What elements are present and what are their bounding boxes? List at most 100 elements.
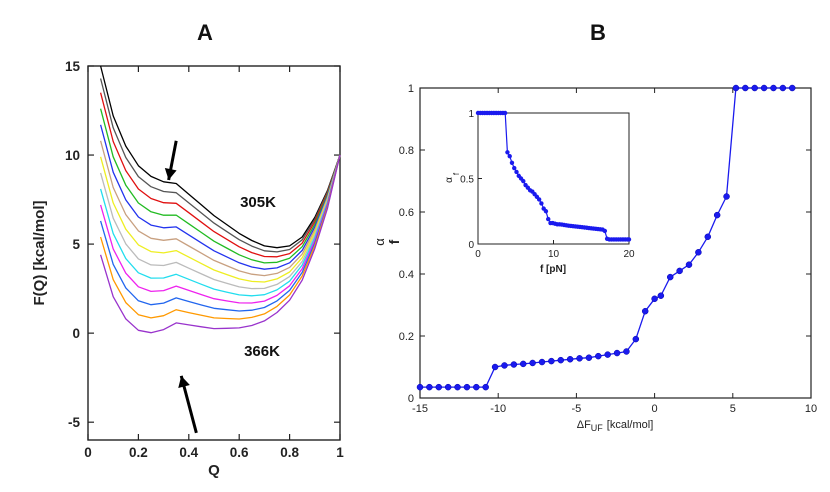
- panel-a-plot-frame: [87, 65, 341, 441]
- panel-a-y-tick-label: 5: [72, 237, 80, 252]
- panel-b-data-point: [566, 356, 574, 363]
- panel-b-data-point: [529, 359, 536, 367]
- panel-a-series-line: [99, 154, 341, 320]
- panel-a: A 0 0.2 0.4 0.6 0.8 1 -5 0 5 10 15 305K 366K Q F(Q)…: [31, 20, 344, 479]
- panel-a-curves: [99, 65, 341, 334]
- inset-data-point: [602, 228, 608, 234]
- panel-a-y-tick-label: 15: [65, 59, 81, 74]
- panel-a-x-axis-label: Q: [208, 462, 220, 479]
- panel-b-data-point: [685, 261, 693, 268]
- panel-b-data-point: [779, 84, 787, 92]
- panel-a-series-line: [99, 154, 341, 290]
- panel-a-series-line: [99, 78, 341, 253]
- inset-data-point: [539, 201, 544, 206]
- panel-b-data-point: [760, 84, 768, 92]
- panel-b-data-point: [576, 355, 583, 362]
- panel-b-data-point: [416, 383, 424, 391]
- panel-b-x-tick-label: -10: [490, 403, 506, 415]
- panel-b-data-point: [695, 249, 702, 256]
- panel-a-series-line: [99, 124, 341, 270]
- panel-a-x-tick-label: 1: [336, 445, 344, 460]
- inset-data-point: [543, 209, 549, 214]
- panel-a-arrow-head: [178, 375, 190, 389]
- panel-b-y-tick-label: 0.2: [399, 331, 414, 343]
- panel-b-x-tick-label: -5: [572, 403, 582, 415]
- panel-b-data-point: [676, 267, 683, 275]
- inset-data-point: [546, 216, 551, 222]
- panel-b-data-point: [632, 335, 640, 343]
- panel-a-series-line: [99, 65, 341, 249]
- panel-a-series-line: [99, 108, 341, 264]
- panel-b-ticks: -15 -10 -5 0 5 10 0 0.2 0.4 0.6 0.8 1: [399, 83, 817, 415]
- panel-b-x-tick-label: 5: [730, 403, 736, 415]
- panel-b-data-point: [666, 273, 674, 281]
- panel-a-series-line: [99, 154, 341, 297]
- inset-data-point: [509, 160, 515, 165]
- panel-b-data-point: [435, 383, 443, 391]
- panel-b-xlabel-unit: [kcal/mol]: [607, 419, 653, 431]
- panel-b-data-point: [651, 295, 658, 303]
- panel-b-y-tick-label: 0: [408, 393, 414, 405]
- inset-y-axis-label-main: α: [444, 177, 455, 183]
- panel-b-data-point: [623, 348, 630, 355]
- inset-x-tick-label: 20: [623, 249, 635, 260]
- panel-a-y-tick-label: 10: [65, 148, 80, 163]
- panel-b-xlabel-sub: UF: [591, 423, 603, 433]
- panel-a-label: A: [197, 20, 213, 45]
- panel-b-data-point: [742, 84, 749, 92]
- panel-b-y-tick-label: 0.8: [399, 145, 414, 157]
- inset-series: [475, 110, 632, 242]
- panel-a-series-line: [99, 140, 341, 277]
- panel-a-series-line: [99, 92, 341, 258]
- inset-x-tick-label: 10: [548, 249, 560, 260]
- inset-data-point: [502, 110, 508, 116]
- panel-b-data-point: [491, 363, 499, 371]
- panel-b-data-point: [613, 349, 621, 357]
- panel-a-annotation-305k: 305K: [240, 194, 276, 211]
- panel-b-x-tick-label: -15: [412, 403, 428, 415]
- panel-b-series: [416, 84, 796, 391]
- panel-a-series-line: [99, 154, 341, 283]
- panel-a-y-tick-label: -5: [68, 415, 80, 430]
- panel-b-data-point: [519, 360, 527, 368]
- panel-b-data-point: [641, 307, 649, 315]
- inset-data-point: [507, 154, 512, 159]
- inset-data-point: [521, 178, 526, 184]
- panel-b-data-point: [501, 362, 508, 369]
- panel-b-data-point: [732, 84, 740, 92]
- panel-a-x-tick-label: 0.8: [280, 445, 299, 460]
- panel-b-y-axis-label-sub: f: [386, 239, 402, 244]
- inset-data-point: [505, 150, 510, 155]
- panel-b-x-tick-label: 0: [652, 403, 658, 415]
- panel-b-data-point: [657, 292, 665, 299]
- panel-b-label: B: [590, 20, 606, 45]
- panel-b-x-axis-label: ΔFUF [kcal/mol]: [577, 419, 654, 433]
- panel-b-data-point: [538, 358, 546, 366]
- panel-b-data-point: [788, 84, 796, 92]
- panel-b-xlabel-main: ΔF: [577, 419, 591, 431]
- panel-b-y-tick-label: 0.4: [399, 269, 414, 281]
- panel-a-arrow-head: [164, 168, 177, 180]
- panel-a-series-line: [99, 154, 341, 312]
- panel-b-data-point: [548, 357, 555, 365]
- panel-b-data-point: [426, 383, 433, 391]
- inset-x-tick-label: 0: [475, 249, 481, 260]
- panel-b-data-point: [510, 361, 518, 368]
- panel-b-data-point: [713, 211, 721, 219]
- panel-b-data-point: [557, 356, 565, 364]
- panel-b-data-point: [585, 354, 593, 361]
- panel-b-data-point: [463, 383, 471, 391]
- panel-a-y-axis-label: F(Q) [kcal/mol]: [31, 200, 48, 305]
- panel-a-annotation-366k: 366K: [244, 343, 280, 360]
- panel-b-plot-frame: [419, 87, 812, 399]
- panel-b-inset: 0 10 20 0 0.5 1 f [pN] α f: [444, 109, 635, 275]
- panel-a-x-tick-label: 0: [84, 445, 92, 460]
- panel-b-y-tick-label: 1: [408, 83, 414, 95]
- panel-a-x-tick-label: 0.2: [129, 445, 148, 460]
- panel-b-data-point: [473, 383, 480, 391]
- panel-a-series-line: [99, 154, 341, 334]
- panel-b-y-tick-label: 0.6: [399, 207, 414, 219]
- inset-data-point: [536, 197, 542, 202]
- panel-b: B -15 -10 -5 0 5 10 0 0.2 0.4 0.6 0.8 1 ΔFUF [kcal/m…: [372, 20, 817, 433]
